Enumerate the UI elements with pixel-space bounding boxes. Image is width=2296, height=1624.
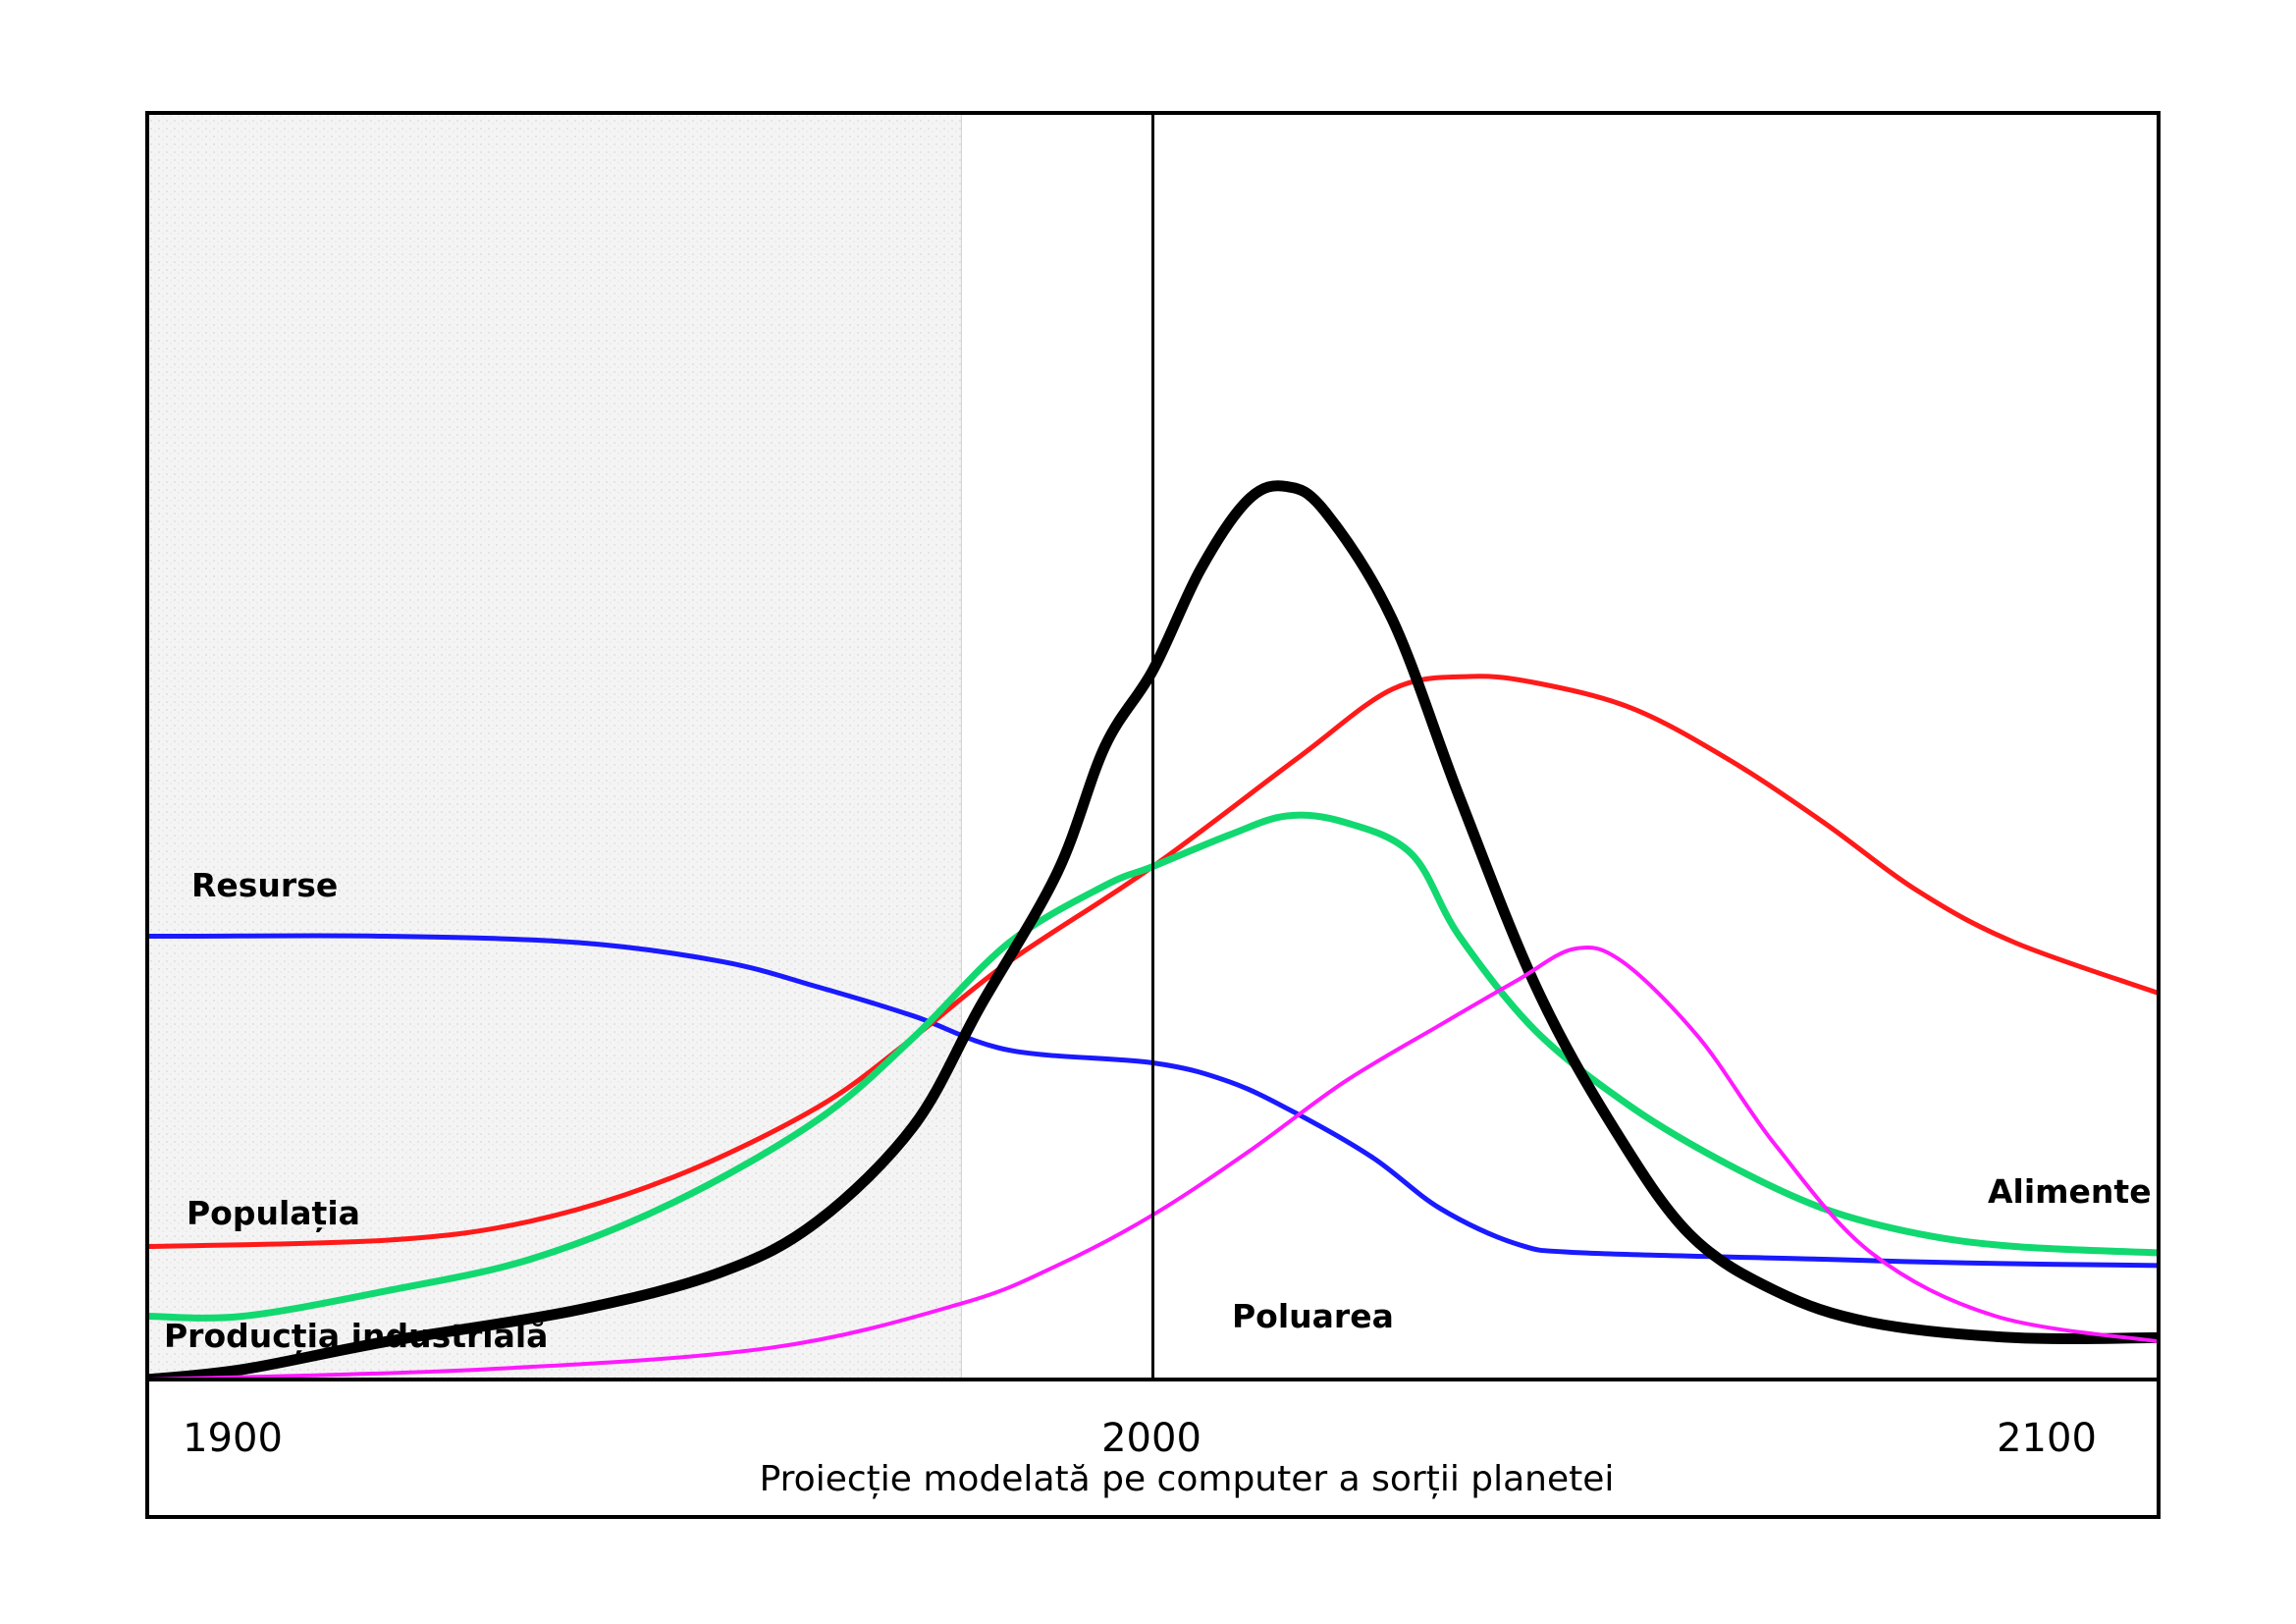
- series-label-resurse: Resurse: [191, 866, 338, 904]
- series-line-productia-industriala: [147, 480, 2159, 1380]
- series-label-poluarea: Poluarea: [1232, 1297, 1394, 1335]
- series-line-populatia: [147, 674, 2159, 1249]
- series-line-poluarea: [147, 945, 2159, 1380]
- x-tick-label-2100: 2100: [1997, 1416, 2097, 1461]
- chart-caption: Proiecție modelată pe computer a sorții …: [760, 1459, 1615, 1499]
- series-label-productia-industriala: Producția industrială: [164, 1317, 548, 1355]
- series-label-alimente: Alimente: [1988, 1172, 2152, 1211]
- series-layer: [147, 480, 2159, 1380]
- axis-box: [145, 1378, 2161, 1519]
- series-line-alimente: [147, 811, 2159, 1322]
- x-tick-label-1900: 1900: [183, 1416, 283, 1461]
- series-label-populatia: Populația: [187, 1194, 360, 1232]
- x-tick-label-2000: 2000: [1101, 1416, 1201, 1461]
- series-line-resurse: [147, 933, 2159, 1269]
- shaded-historical-region: [146, 112, 962, 1380]
